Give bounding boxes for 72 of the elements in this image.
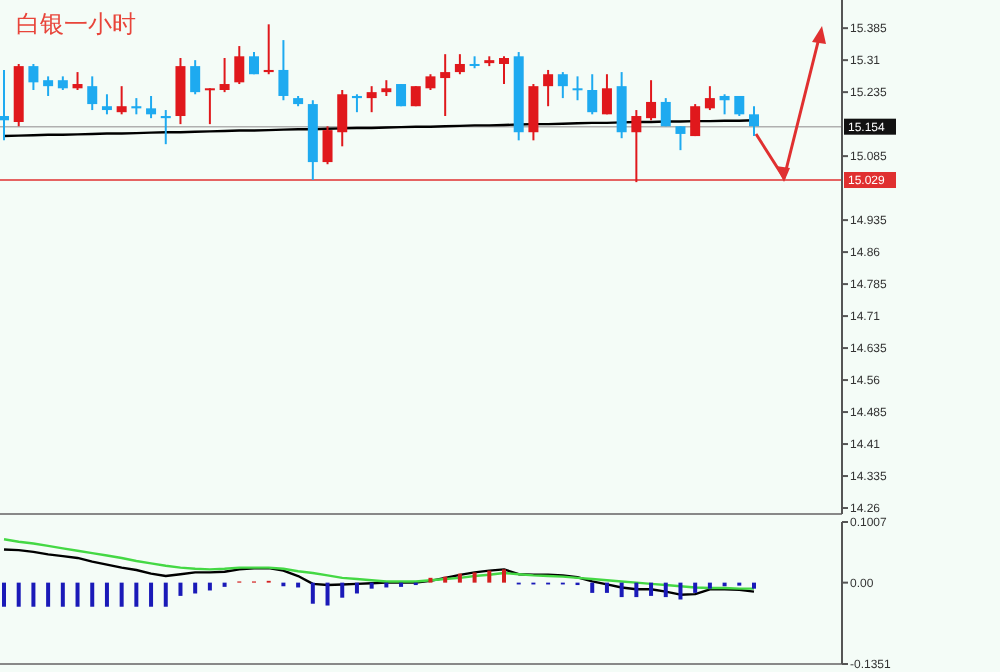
- bar: [163, 582, 168, 607]
- bar: [707, 582, 712, 589]
- candlestick: [528, 83, 539, 142]
- bar: [472, 572, 477, 583]
- candlestick: [557, 71, 568, 100]
- bar: [134, 582, 139, 607]
- bar: [90, 582, 95, 607]
- candlestick: [543, 68, 554, 108]
- bar: [604, 582, 609, 593]
- line-series: [2, 538, 756, 590]
- bar: [663, 582, 668, 598]
- candlestick: [43, 75, 54, 97]
- candlestick: [601, 73, 612, 116]
- bar: [443, 576, 448, 583]
- candlestick: [366, 85, 377, 114]
- candlestick: [631, 109, 642, 184]
- candlestick: [204, 87, 215, 126]
- candlestick: [234, 45, 245, 86]
- candlestick: [440, 53, 451, 118]
- bar: [649, 582, 654, 596]
- text: 白银一小时: [16, 10, 136, 38]
- bar: [457, 573, 462, 583]
- candlestick: [219, 57, 230, 94]
- bar: [428, 577, 433, 583]
- bar: [502, 569, 506, 583]
- candlestick: [454, 53, 465, 76]
- bar: [619, 582, 624, 598]
- line-series: [2, 548, 756, 596]
- candlestick: [190, 59, 201, 96]
- candlestick: [116, 85, 127, 116]
- bar: [487, 570, 492, 583]
- bar: [678, 582, 683, 600]
- bar: [104, 582, 109, 607]
- candlestick: [646, 79, 657, 122]
- candlestick: [690, 103, 701, 138]
- candlestick: [322, 125, 333, 166]
- candlestick: [146, 94, 157, 120]
- bar: [178, 582, 183, 596]
- candlestick: [499, 55, 509, 86]
- bar: [2, 582, 6, 607]
- candlestick: [87, 75, 98, 112]
- candlestick: [587, 73, 598, 116]
- bar: [340, 582, 345, 598]
- bar: [634, 582, 639, 598]
- bar: [354, 582, 359, 594]
- candlestick: [160, 109, 171, 146]
- bar: [119, 582, 124, 607]
- candlestick: [101, 93, 112, 116]
- bar: [752, 582, 756, 589]
- candlestick: [704, 85, 715, 112]
- candlestick: [278, 39, 289, 102]
- bar: [369, 582, 374, 589]
- candlestick: [572, 75, 583, 102]
- bar: [149, 582, 154, 607]
- candlestick: [0, 68, 9, 142]
- bar: [693, 582, 698, 593]
- bar: [193, 582, 198, 594]
- bar: [46, 582, 51, 607]
- bar: [207, 582, 212, 591]
- candlestick: [28, 62, 39, 91]
- candlestick: [660, 97, 671, 128]
- bar: [16, 582, 21, 607]
- candlestick: [719, 93, 730, 116]
- bar: [590, 582, 595, 593]
- bar: [75, 582, 80, 607]
- candlestick: [263, 23, 274, 76]
- bar: [325, 582, 330, 606]
- candlestick: [616, 71, 627, 140]
- candlestick: [337, 89, 348, 148]
- candlestick: [749, 105, 759, 138]
- candlestick: [675, 125, 686, 152]
- bar: [310, 582, 315, 604]
